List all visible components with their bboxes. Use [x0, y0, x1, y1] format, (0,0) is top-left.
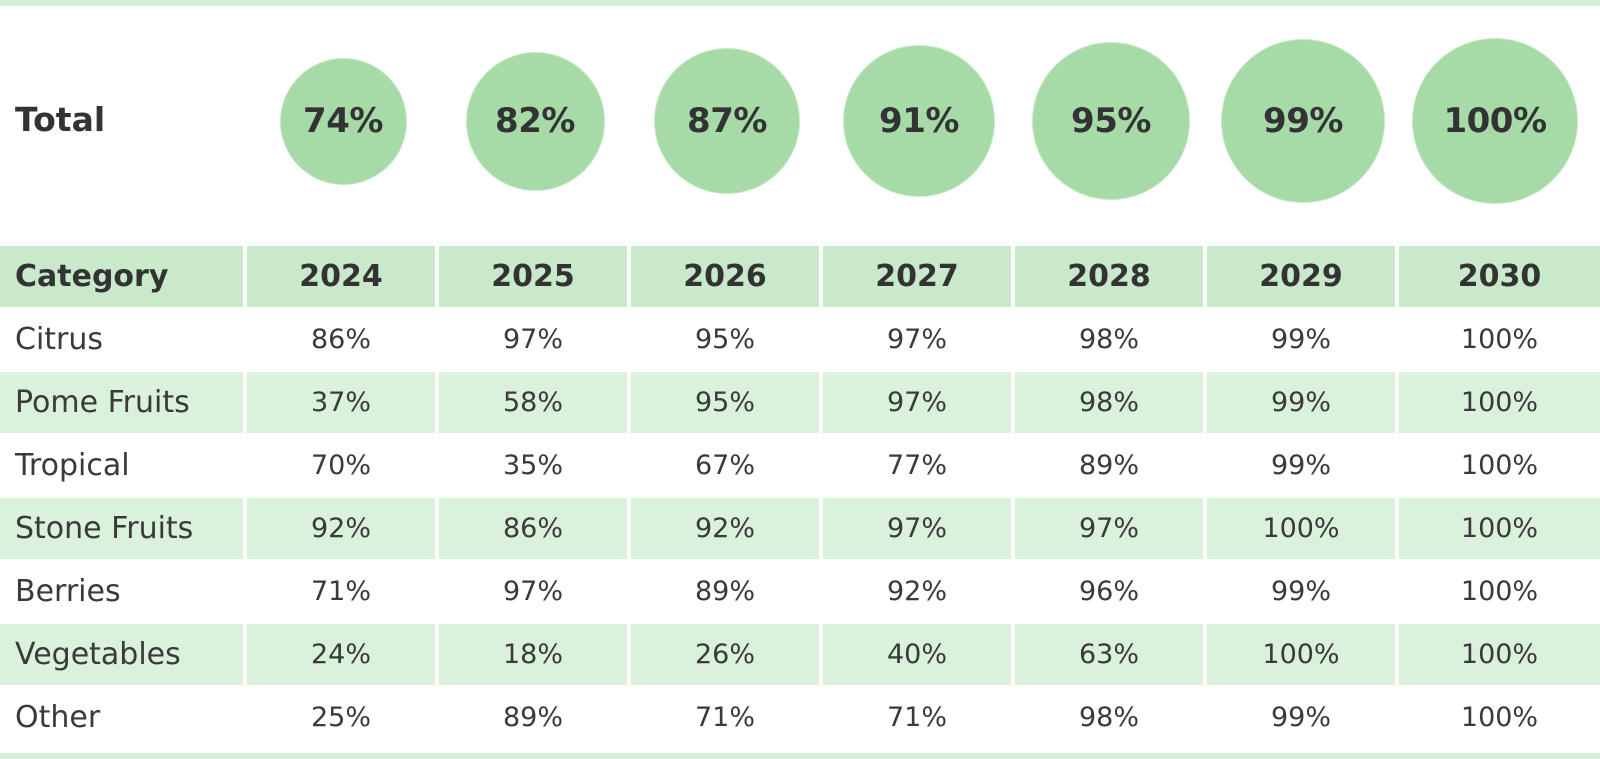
table-row: Citrus 86% 97% 95% 97% 98% 99% 100% [0, 309, 1600, 370]
row-category: Tropical [0, 435, 243, 496]
cell-value: 89% [439, 687, 627, 748]
table-header-row: Category 2024 2025 2026 2027 2028 2029 2030 [0, 246, 1600, 307]
cell-value: 26% [631, 624, 819, 685]
cell-value: 71% [247, 561, 435, 622]
cell-value: 100% [1399, 687, 1600, 748]
cell-value: 99% [1207, 687, 1395, 748]
cell-value: 100% [1399, 624, 1600, 685]
cell-value: 100% [1207, 624, 1395, 685]
top-rule [0, 0, 1600, 6]
cell-value: 40% [823, 624, 1011, 685]
row-category: Berries [0, 561, 243, 622]
header-year-2029: 2029 [1207, 246, 1395, 307]
cell-value: 100% [1399, 309, 1600, 370]
cell-value: 37% [247, 372, 435, 433]
cell-value: 58% [439, 372, 627, 433]
header-year-2028: 2028 [1015, 246, 1203, 307]
data-table: Category 2024 2025 2026 2027 2028 2029 2030 Citr… [0, 246, 1600, 753]
table-row: Vegetables 24% 18% 26% 40% 63% 100% 100% [0, 624, 1600, 685]
cell-value: 71% [631, 687, 819, 748]
cell-value: 89% [631, 561, 819, 622]
cell-value: 96% [1015, 561, 1203, 622]
cell-value: 97% [439, 561, 627, 622]
cell-value: 77% [823, 435, 1011, 496]
cell-value: 99% [1207, 561, 1395, 622]
row-category: Citrus [0, 309, 243, 370]
cell-value: 25% [247, 687, 435, 748]
bottom-rule [0, 753, 1600, 759]
cell-value: 70% [247, 435, 435, 496]
header-year-2025: 2025 [439, 246, 627, 307]
table-row: Pome Fruits 37% 58% 95% 97% 98% 99% 100% [0, 372, 1600, 433]
cell-value: 92% [247, 498, 435, 559]
cell-value: 100% [1399, 561, 1600, 622]
cell-value: 63% [1015, 624, 1203, 685]
cell-value: 89% [1015, 435, 1203, 496]
table-row: Other 25% 89% 71% 71% 98% 99% 100% [0, 687, 1600, 748]
total-bubble-2030: 100% [1412, 38, 1578, 204]
cell-value: 95% [631, 309, 819, 370]
cell-value: 98% [1015, 687, 1203, 748]
cell-value: 95% [631, 372, 819, 433]
cell-value: 97% [1015, 498, 1203, 559]
total-bubble-2025: 82% [465, 51, 605, 191]
cell-value: 35% [439, 435, 627, 496]
cell-value: 18% [439, 624, 627, 685]
cell-value: 100% [1399, 372, 1600, 433]
cell-value: 97% [823, 498, 1011, 559]
cell-value: 99% [1207, 435, 1395, 496]
table-row: Stone Fruits 92% 86% 92% 97% 97% 100% 100% [0, 498, 1600, 559]
header-year-2030: 2030 [1399, 246, 1600, 307]
table-row: Berries 71% 97% 89% 92% 96% 99% 100% [0, 561, 1600, 622]
cell-value: 100% [1207, 498, 1395, 559]
cell-value: 100% [1399, 498, 1600, 559]
cell-value: 92% [823, 561, 1011, 622]
header-category: Category [0, 246, 243, 307]
cell-value: 98% [1015, 372, 1203, 433]
header-year-2027: 2027 [823, 246, 1011, 307]
table-row: Tropical 70% 35% 67% 77% 89% 99% 100% [0, 435, 1600, 496]
cell-value: 99% [1207, 309, 1395, 370]
header-year-2024: 2024 [247, 246, 435, 307]
row-category: Other [0, 687, 243, 748]
row-category: Stone Fruits [0, 498, 243, 559]
cell-value: 100% [1399, 435, 1600, 496]
cell-value: 99% [1207, 372, 1395, 433]
cell-value: 24% [247, 624, 435, 685]
cell-value: 71% [823, 687, 1011, 748]
cell-value: 97% [823, 372, 1011, 433]
total-row-label: Total [15, 100, 106, 139]
cell-value: 92% [631, 498, 819, 559]
total-bubble-2024: 74% [279, 57, 407, 185]
cell-value: 97% [439, 309, 627, 370]
total-bubble-2026: 87% [653, 47, 801, 195]
row-category: Pome Fruits [0, 372, 243, 433]
cell-value: 86% [439, 498, 627, 559]
cell-value: 97% [823, 309, 1011, 370]
total-bubble-2027: 91% [842, 44, 996, 198]
cell-value: 86% [247, 309, 435, 370]
cell-value: 67% [631, 435, 819, 496]
row-category: Vegetables [0, 624, 243, 685]
header-year-2026: 2026 [631, 246, 819, 307]
total-bubble-2028: 95% [1031, 41, 1191, 201]
cell-value: 98% [1015, 309, 1203, 370]
total-bubble-2029: 99% [1220, 38, 1386, 204]
